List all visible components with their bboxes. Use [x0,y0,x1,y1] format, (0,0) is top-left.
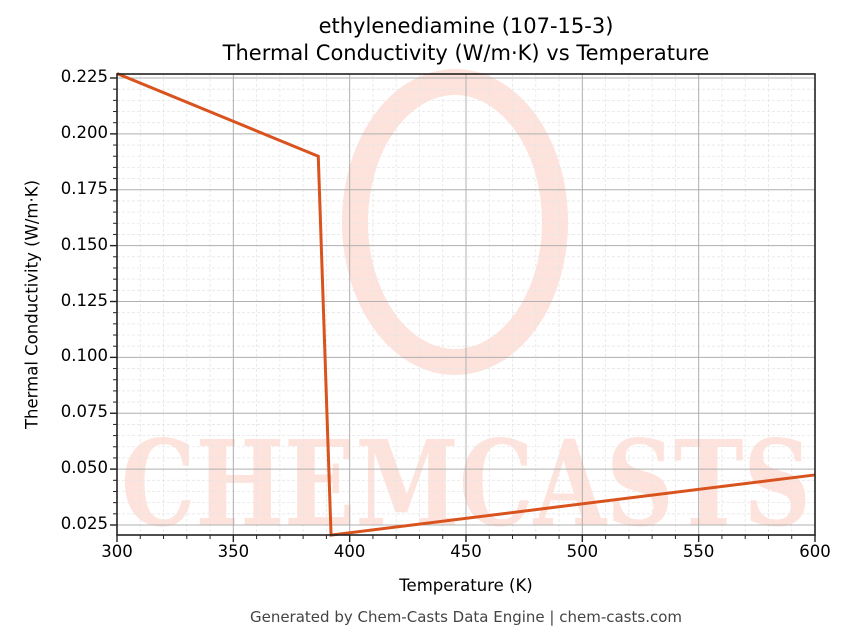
y-tick-label: 0.225 [60,67,108,86]
x-tick-label: 400 [333,542,366,561]
footer-credit: Generated by Chem-Casts Data Engine | ch… [249,608,683,626]
x-axis-label: Temperature (K) [399,576,533,595]
x-tick-label: 300 [101,542,133,561]
y-tick-label: 0.025 [60,514,108,533]
x-tick-label: 600 [799,542,831,561]
watermark-logo-icon [342,69,568,375]
x-tick-label: 350 [217,542,250,561]
y-tick-label: 0.150 [60,234,108,254]
y-tick-label: 0.125 [60,290,108,310]
chart-title-line2: Thermal Conductivity (W/m·K) vs Temperat… [222,41,710,65]
y-axis-label: Thermal Conductivity (W/m·K) [22,179,42,430]
y-tick-label: 0.050 [60,458,108,478]
y-tick-label: 0.075 [60,402,108,422]
data-line [116,72,816,537]
y-tick-label: 0.175 [60,178,108,198]
x-tick-label: 500 [566,542,599,561]
y-tick-label: 0.100 [60,346,108,366]
x-tick-label: 550 [682,542,715,561]
y-tick-label: 0.200 [60,122,108,142]
chart-title-line1: ethylenediamine (107-15-3) [318,14,614,38]
x-tick-label: 450 [450,542,482,561]
